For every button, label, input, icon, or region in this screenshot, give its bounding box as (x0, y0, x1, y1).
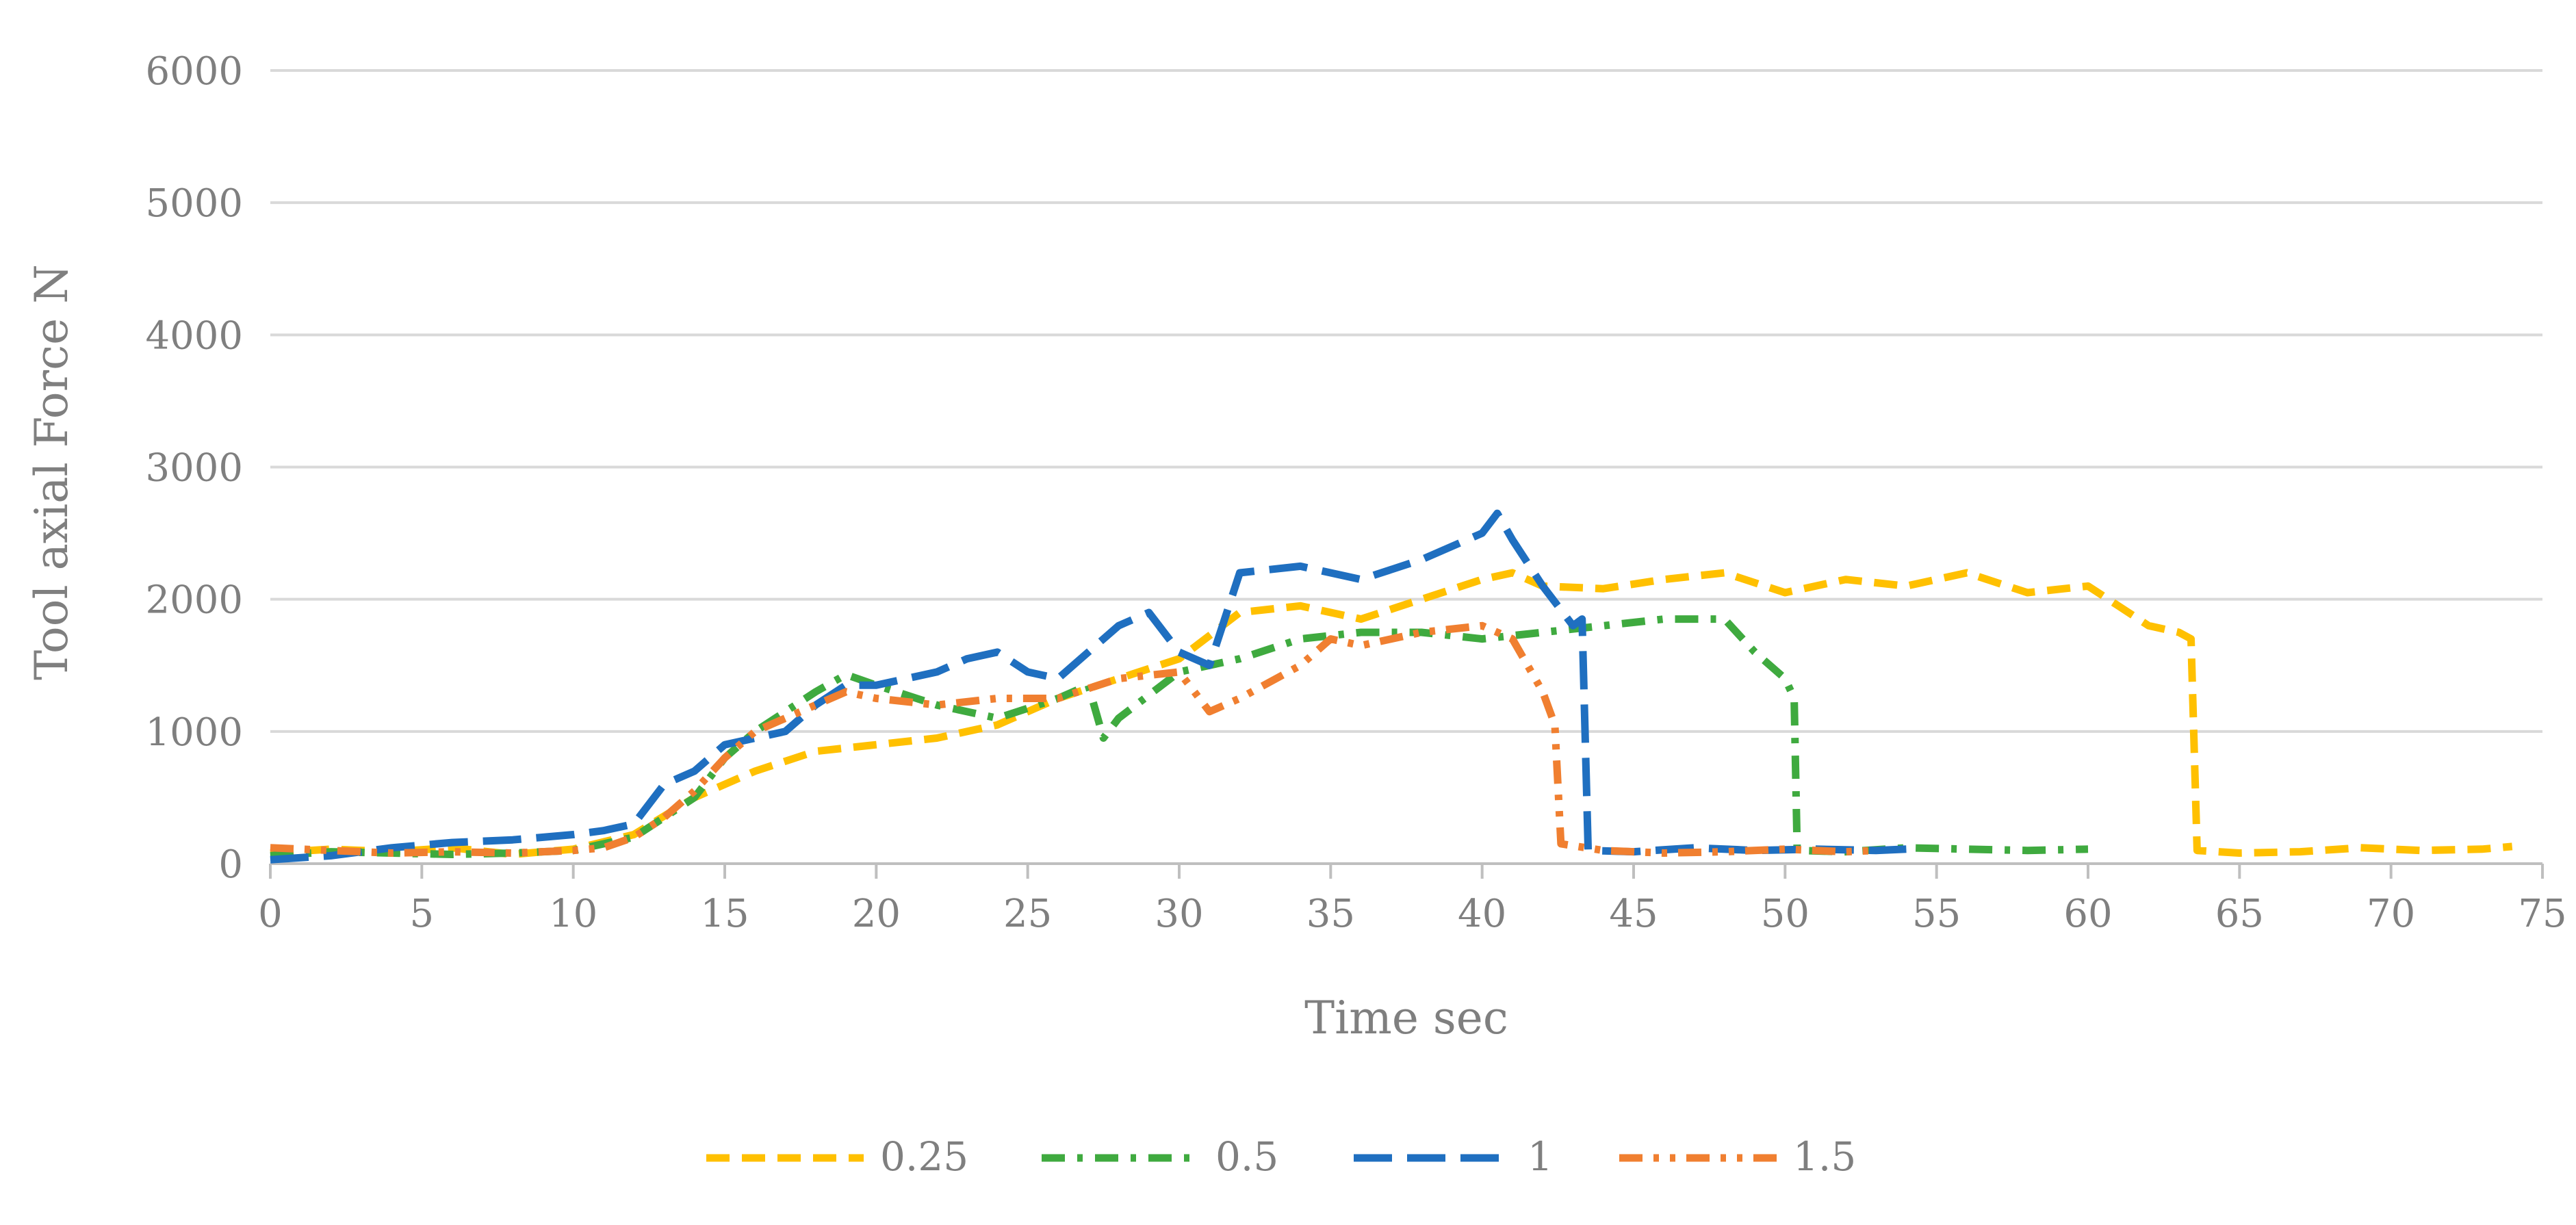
legend: 0.25 0.5 1 1.5 (706, 1133, 1856, 1180)
x-axis-title: Time sec (1304, 992, 1508, 1044)
gridlines (269, 69, 2544, 879)
series-line-1.5 (270, 621, 1877, 857)
x-tick-label: 50 (1761, 892, 1809, 936)
legend-label-0.5: 0.5 (1215, 1133, 1278, 1180)
y-tick-label: 4000 (145, 313, 243, 358)
y-tick-label: 1000 (145, 710, 243, 755)
y-tick-label: 5000 (145, 181, 243, 226)
x-tick-label: 70 (2367, 892, 2415, 936)
legend-label-1.5: 1.5 (1793, 1133, 1856, 1180)
x-tick-label: 5 (410, 892, 435, 936)
y-tick-label: 3000 (145, 446, 243, 491)
x-tick-label: 55 (1912, 892, 1961, 936)
x-tick-label: 65 (2215, 892, 2264, 936)
legend-label-1: 1 (1528, 1133, 1553, 1180)
x-tick-label: 35 (1306, 892, 1355, 936)
x-tick-label: 20 (852, 892, 901, 936)
x-tick-label: 75 (2518, 892, 2566, 936)
x-tick-labels: 0 5 10 15 20 25 30 35 40 45 50 55 60 65 70 75 (258, 892, 2566, 936)
x-tick-label: 15 (700, 892, 749, 936)
legend-label-0.25: 0.25 (880, 1133, 968, 1180)
x-tick-label: 0 (258, 892, 283, 936)
y-tick-labels: 0 1000 2000 3000 4000 5000 6000 (145, 49, 243, 887)
x-tick-label: 60 (2063, 892, 2112, 936)
y-axis-title: Tool axial Force N (25, 264, 78, 680)
y-tick-label: 2000 (145, 578, 243, 623)
y-tick-label: 6000 (145, 49, 243, 94)
y-tick-label: 0 (218, 842, 243, 887)
series-line-0.25 (270, 569, 2513, 858)
x-tick-label: 45 (1609, 892, 1658, 936)
x-tick-label: 25 (1003, 892, 1052, 936)
series-lines (270, 509, 2513, 864)
x-tick-label: 30 (1155, 892, 1203, 936)
series-line-1 (270, 509, 1907, 864)
x-tick-label: 10 (549, 892, 597, 936)
x-tick-label: 40 (1458, 892, 1506, 936)
series-line-0.5 (270, 615, 2089, 860)
